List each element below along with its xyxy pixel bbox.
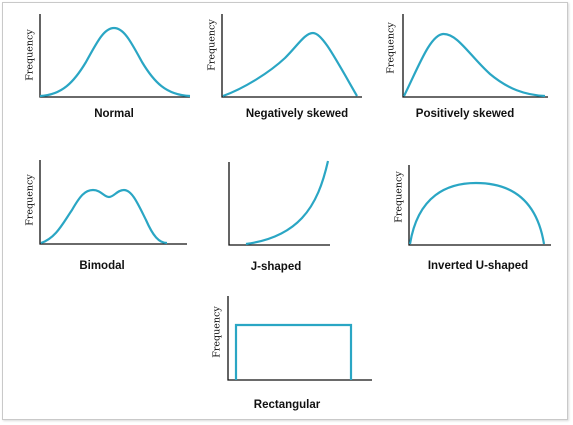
rectangular-curve — [234, 323, 353, 380]
negatively-skewed-axes — [221, 14, 362, 98]
bimodal-curve — [40, 188, 168, 245]
normal-curve — [39, 26, 191, 98]
positively-skewed-curve — [403, 32, 546, 98]
negatively-skewed-caption: Negatively skewed — [245, 108, 349, 120]
rectangular-caption: Rectangular — [253, 399, 321, 411]
rectangular-y-label: Frequency — [211, 306, 223, 358]
inverted-u-shaped-axes — [408, 165, 551, 246]
bimodal-axes — [39, 160, 187, 245]
j-shaped-axes — [228, 162, 330, 246]
positively-skewed-axes — [402, 14, 548, 98]
normal-axes — [39, 14, 190, 98]
positively-skewed-caption: Positively skewed — [415, 108, 515, 120]
normal-caption: Normal — [94, 108, 134, 120]
j-shaped-curve — [245, 160, 330, 246]
negatively-skewed-curve — [222, 31, 358, 98]
inverted-u-shaped-curve — [408, 181, 546, 245]
bimodal-caption: Bimodal — [79, 260, 125, 272]
rectangular-axes — [227, 296, 372, 381]
figure-border — [2, 2, 568, 420]
j-shaped-caption: J-shaped — [250, 261, 302, 273]
inverted-u-shaped-caption: Inverted U-shaped — [427, 260, 529, 272]
